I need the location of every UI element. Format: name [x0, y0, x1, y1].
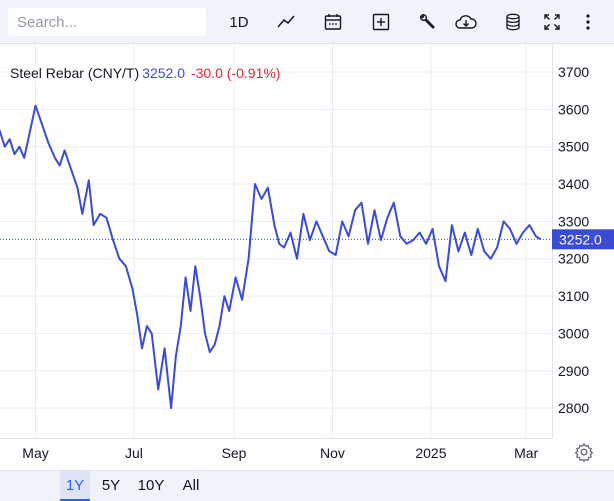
- range-10y-button[interactable]: 10Y: [137, 477, 165, 494]
- price-series-line: [0, 104, 542, 410]
- range-1y-button[interactable]: 1Y: [60, 471, 90, 501]
- calendar-icon[interactable]: [320, 8, 346, 36]
- chart-area[interactable]: 2800 2900 3000 3100 3200 3300 3400 3500 3600 3700…: [0, 44, 614, 470]
- settings-gear-icon[interactable]: [574, 442, 594, 462]
- more-vertical-icon[interactable]: [580, 8, 596, 36]
- y-tick-label: 3600: [558, 101, 589, 117]
- x-tick-label: 2025: [415, 445, 446, 461]
- legend-last-price: 3252.0: [142, 65, 185, 81]
- y-tick-label: 3300: [558, 213, 589, 229]
- last-price-tag: [552, 229, 614, 250]
- top-toolbar: 1D: [0, 0, 614, 44]
- y-tick-label: 3200: [558, 251, 589, 267]
- range-bar: 1Y 5Y 10Y All: [0, 470, 614, 501]
- cloud-download-icon[interactable]: [452, 8, 480, 36]
- x-tick-label: Jul: [125, 445, 143, 461]
- line-chart-icon[interactable]: [273, 8, 299, 36]
- x-tick-label: May: [22, 445, 48, 461]
- y-tick-label: 2900: [558, 363, 589, 379]
- wrench-icon[interactable]: [414, 8, 440, 36]
- search-input[interactable]: [8, 8, 206, 36]
- interval-button[interactable]: 1D: [229, 13, 249, 31]
- y-tick-label: 3500: [558, 139, 589, 155]
- y-tick-label: 3400: [558, 176, 589, 192]
- y-tick-label: 3700: [558, 64, 589, 80]
- x-tick-label: Mar: [514, 445, 538, 461]
- plot-background: [0, 44, 552, 438]
- chart-legend: Steel Rebar (CNY/T) 3252.0 -30.0 (-0.91%): [10, 65, 281, 81]
- price-chart[interactable]: 2800 2900 3000 3100 3200 3300 3400 3500 3600 3700…: [0, 44, 614, 470]
- y-tick-label: 3000: [558, 325, 589, 341]
- add-indicator-icon[interactable]: [368, 8, 394, 36]
- x-tick-label: Nov: [320, 445, 345, 461]
- range-5y-button[interactable]: 5Y: [101, 477, 121, 494]
- database-icon[interactable]: [500, 8, 526, 36]
- range-all-button[interactable]: All: [182, 477, 200, 494]
- legend-change: -30.0 (-0.91%): [190, 65, 281, 81]
- x-tick-label: Sep: [222, 445, 247, 461]
- fullscreen-icon[interactable]: [539, 8, 565, 36]
- y-tick-label: 3100: [558, 288, 589, 304]
- last-price-tag-label: 3252.0: [559, 231, 602, 247]
- y-tick-label: 2800: [558, 400, 589, 416]
- legend-symbol: Steel Rebar (CNY/T): [10, 65, 140, 81]
